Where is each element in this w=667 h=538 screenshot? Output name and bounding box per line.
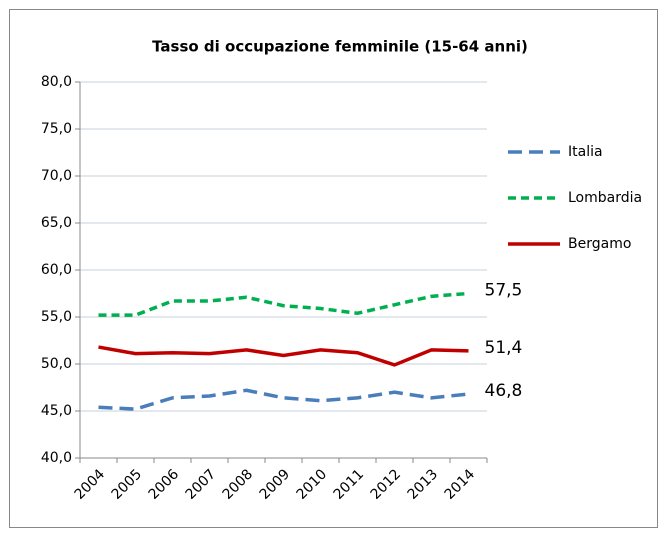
data-label: 46,8	[485, 381, 523, 401]
data-label: 51,4	[485, 338, 523, 358]
legend-label: Italia	[568, 144, 603, 160]
data-label: 57,5	[485, 281, 523, 301]
y-tick-label: 55,0	[41, 309, 72, 325]
chart-border	[9, 9, 658, 528]
y-tick-label: 45,0	[41, 403, 72, 419]
y-tick-label: 40,0	[41, 450, 72, 466]
y-tick-label: 75,0	[41, 121, 72, 137]
y-tick-label: 50,0	[41, 356, 72, 372]
y-tick-label: 65,0	[41, 215, 72, 231]
y-tick-label: 70,0	[41, 168, 72, 184]
series-line	[98, 345, 469, 367]
y-tick-label: 80,0	[41, 74, 72, 90]
legend-label: Bergamo	[568, 236, 631, 252]
y-tick-label: 60,0	[41, 262, 72, 278]
series-line	[98, 291, 469, 317]
chart-title: Tasso di occupazione femminile (15-64 an…	[152, 38, 528, 56]
legend-label: Lombardia	[568, 190, 642, 206]
